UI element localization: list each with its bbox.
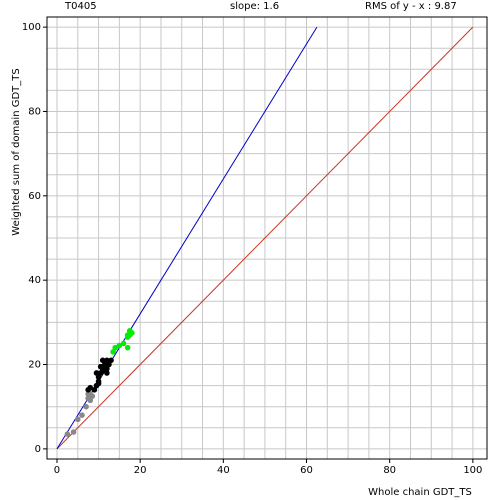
point [104,357,110,364]
point [70,429,77,435]
point [102,361,108,368]
point [124,332,131,338]
y-tick-label: 20 [28,360,41,371]
x-tick-label: 80 [383,465,396,476]
point [99,357,106,364]
point [124,344,131,351]
y-tick-label: 40 [28,275,41,286]
point [116,342,123,349]
x-tick-label: 100 [463,465,482,476]
y-tick-label: 60 [28,191,41,202]
point [64,431,71,437]
x-tick-label: 60 [300,465,313,476]
point [83,403,89,410]
point [120,340,127,347]
y-tick-label: 100 [22,22,41,33]
point [91,387,98,393]
x-tick-label: 20 [134,465,147,476]
point [108,357,114,364]
point [85,391,91,397]
point [87,397,94,404]
y-axis-label: Weighted sum of domain GDT_TS [11,68,22,235]
point [87,384,94,391]
x-tick-label: 40 [217,465,230,476]
point [104,370,110,376]
y-tick-label: 80 [28,106,41,117]
plot-frame [46,16,488,460]
point [110,349,116,355]
point [112,344,119,351]
point [93,370,100,376]
point [74,416,81,423]
point [79,412,85,418]
header-rms: RMS of y - x : 9.87 [365,1,457,12]
point [97,363,104,370]
point [104,365,110,372]
x-tick-label: 0 [54,465,60,476]
x-axis-label: Whole chain GDT_TS [368,487,472,498]
point [89,393,96,399]
header-id: T0405 [64,1,97,12]
reference-line [56,26,474,450]
point [106,361,112,368]
point [95,380,102,387]
point [129,330,135,336]
point [99,368,106,374]
header-slope: slope: 1.6 [230,1,279,12]
point [95,374,102,380]
y-tick-label: 0 [35,444,41,455]
